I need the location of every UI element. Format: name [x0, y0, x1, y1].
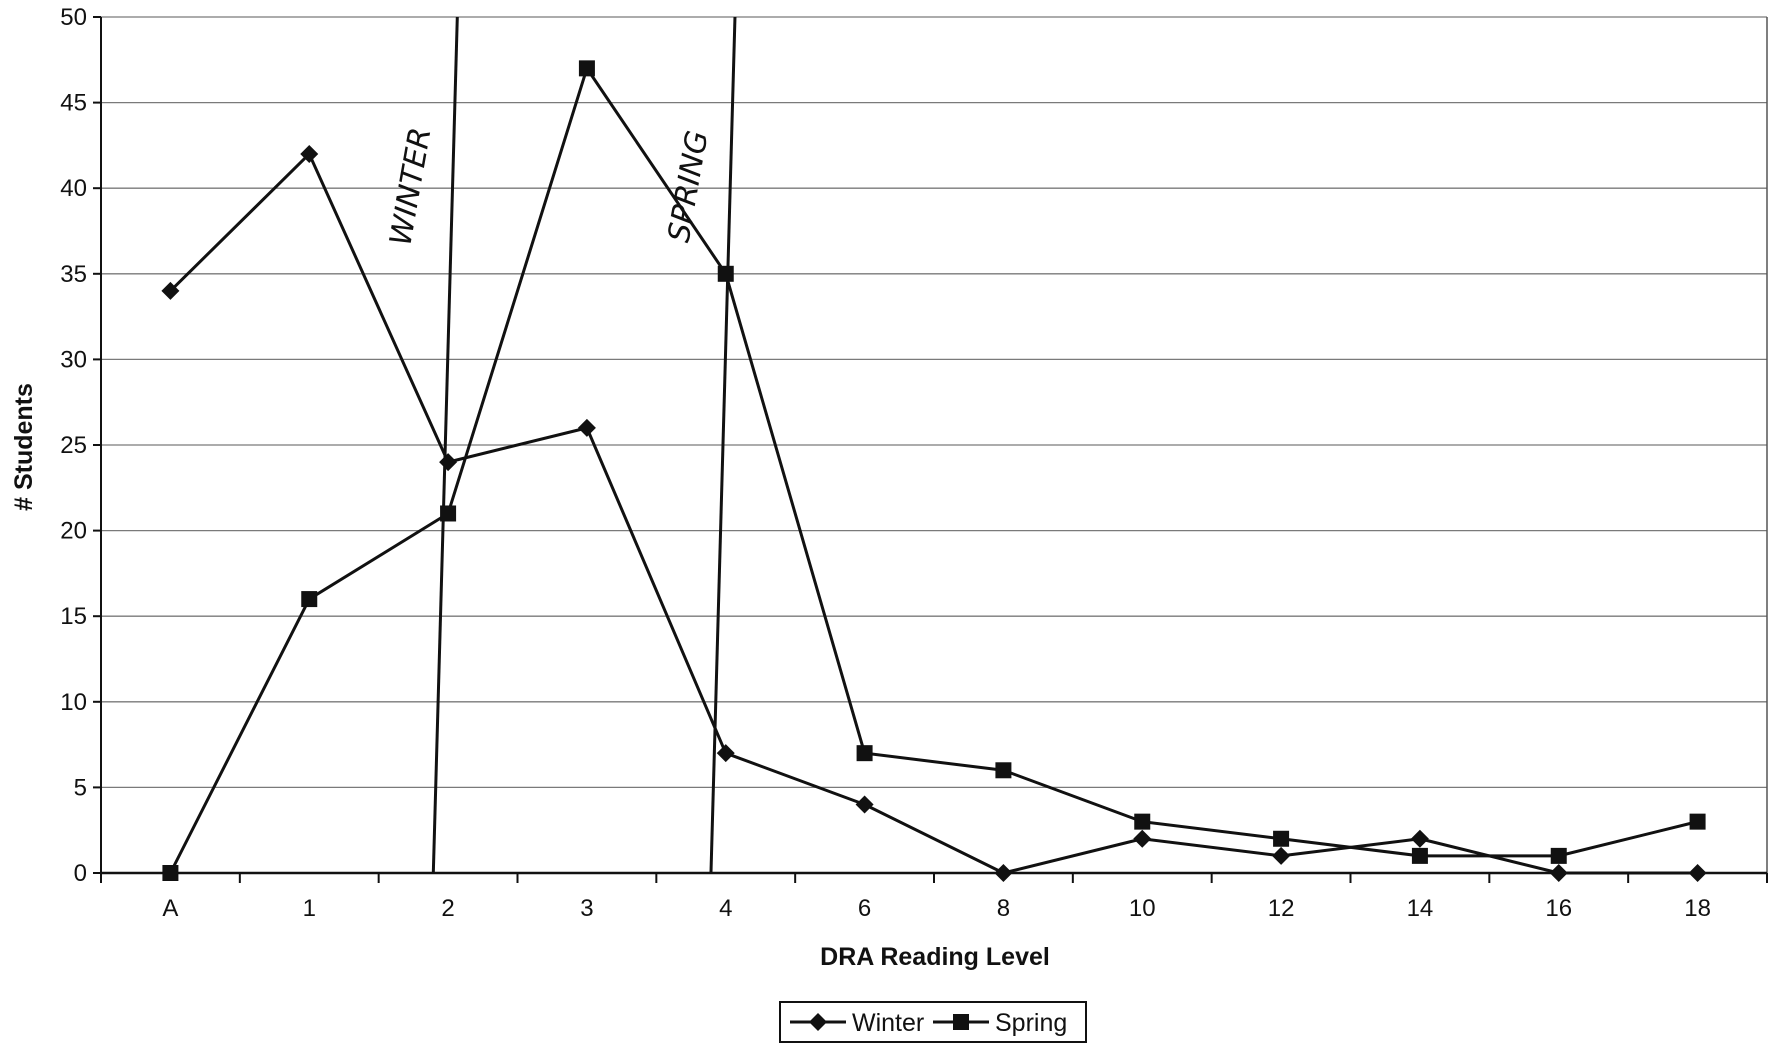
data-point-winter — [1133, 829, 1152, 848]
gridlines — [101, 16, 1767, 789]
legend-items: Winter Spring — [790, 1009, 1067, 1037]
y-tick-label: 35 — [60, 261, 87, 288]
x-tick-label: 10 — [1129, 895, 1156, 922]
series-winter — [161, 144, 1707, 882]
data-point-winter — [439, 453, 458, 472]
data-point-winter — [716, 744, 735, 763]
x-tick-label: 8 — [997, 895, 1010, 922]
series-line-winter — [169, 152, 1698, 875]
data-point-spring — [856, 745, 873, 762]
y-tick-label: 5 — [74, 774, 87, 801]
legend: Winter Spring — [779, 1001, 1087, 1043]
data-point-winter — [994, 864, 1013, 882]
data-point-spring — [1689, 813, 1706, 830]
data-point-spring — [440, 505, 457, 522]
data-point-winter — [1272, 846, 1291, 865]
data-point-spring — [578, 60, 595, 77]
x-tick-label: 4 — [719, 895, 732, 922]
y-tick-label: 0 — [74, 860, 87, 887]
x-tick-label: 6 — [858, 895, 871, 922]
series-spring — [162, 60, 1706, 881]
series-line-spring — [169, 66, 1698, 874]
y-tick-label: 10 — [60, 689, 87, 716]
data-point-spring — [1411, 847, 1428, 864]
x-tick-label: 2 — [441, 895, 454, 922]
data-point-winter — [1549, 864, 1568, 882]
legend-label-spring: Spring — [995, 1009, 1067, 1037]
x-tick-label: 18 — [1684, 895, 1711, 922]
y-tick-label: 15 — [60, 603, 87, 630]
data-point-spring — [995, 762, 1012, 779]
x-tick-label: 14 — [1407, 895, 1434, 922]
data-point-winter — [161, 281, 180, 300]
y-axis-title: # Students — [10, 383, 38, 511]
data-point-winter — [577, 418, 596, 437]
axes — [93, 16, 1768, 883]
x-tick-label: 3 — [580, 895, 593, 922]
y-tick-label: 20 — [60, 518, 87, 545]
x-axis-title: DRA Reading Level — [820, 943, 1050, 971]
data-point-winter — [300, 144, 319, 163]
annotation-label: WINTER — [383, 125, 438, 248]
data-point-winter — [1410, 829, 1429, 848]
series-layer — [161, 60, 1707, 882]
x-tick-label: 12 — [1268, 895, 1295, 922]
x-tick-label: 16 — [1545, 895, 1572, 922]
data-point-winter — [855, 795, 874, 814]
data-point-winter — [1688, 864, 1707, 882]
annotation-label: SPRING — [662, 128, 716, 245]
y-tick-label: 30 — [60, 346, 87, 373]
y-tick-label: 25 — [60, 432, 87, 459]
legend-label-winter: Winter — [852, 1009, 924, 1037]
x-tick-label: A — [162, 895, 178, 922]
data-point-spring — [1550, 847, 1567, 864]
y-tick-label: 50 — [60, 4, 87, 31]
y-tick-label: 45 — [60, 90, 87, 117]
data-point-spring — [1273, 830, 1290, 847]
legend-marker-spring — [953, 1014, 969, 1030]
data-point-spring — [717, 265, 734, 282]
annotation-divider — [431, 16, 459, 874]
y-tick-label: 40 — [60, 175, 87, 202]
data-point-spring — [1134, 813, 1151, 830]
legend-marker-winter — [809, 1013, 827, 1031]
x-tick-label: 1 — [303, 895, 316, 922]
data-point-spring — [162, 865, 179, 881]
data-point-spring — [301, 591, 318, 608]
